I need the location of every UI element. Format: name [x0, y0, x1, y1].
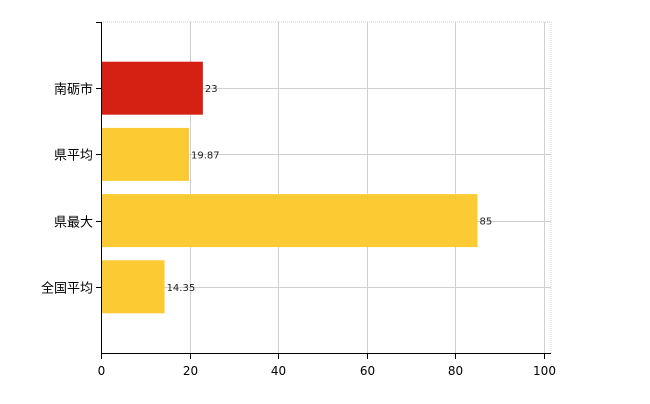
value-label: 23 [205, 84, 218, 95]
bar-2 [102, 194, 478, 248]
x-tick-label: 80 [448, 364, 463, 378]
category-label: 県平均 [54, 149, 93, 164]
value-label: 14.35 [167, 283, 196, 294]
bar-0 [102, 61, 203, 115]
x-tick-label: 40 [271, 364, 286, 378]
bar-3 [102, 260, 165, 314]
tick-layer [96, 22, 545, 359]
value-label: 19.87 [191, 150, 220, 161]
x-tick-label: 0 [98, 364, 106, 378]
category-label: 全国平均 [41, 281, 93, 297]
x-tick-label: 100 [533, 364, 556, 378]
x-tick-label: 20 [183, 364, 198, 378]
x-tick-label: 60 [360, 364, 375, 378]
bar-1 [102, 127, 190, 181]
bar-layer [102, 61, 478, 314]
axis-layer [101, 22, 551, 354]
category-label: 県最大 [54, 216, 93, 231]
value-label: 85 [480, 217, 493, 228]
category-label: 南砺市 [54, 82, 93, 98]
